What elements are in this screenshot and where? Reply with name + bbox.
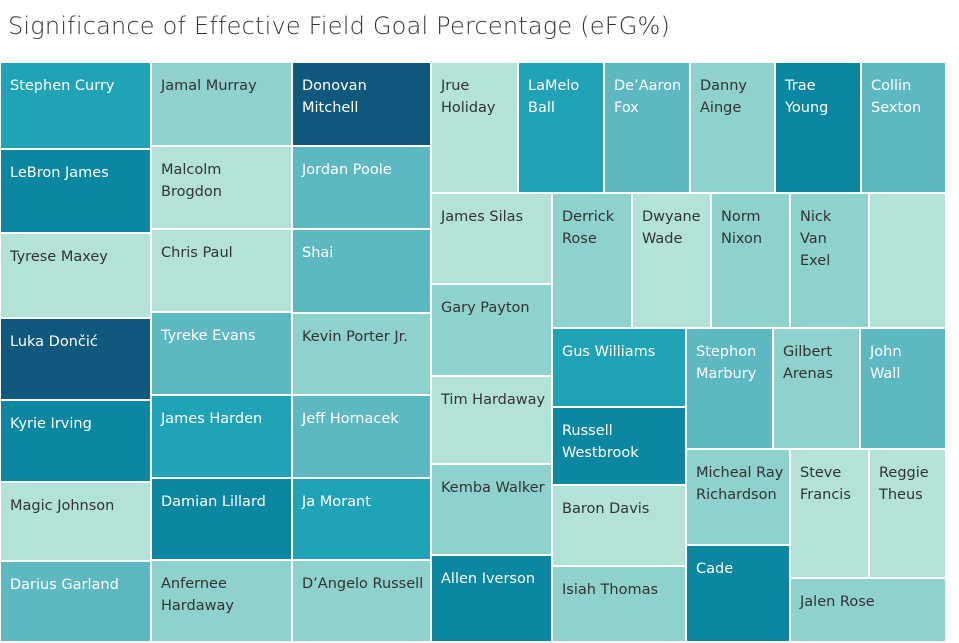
treemap-tile[interactable]: Jeff Hornacek — [292, 395, 431, 478]
treemap-tile-label: Nick Van Exel — [800, 209, 832, 269]
treemap-tile[interactable]: Cade — [686, 545, 790, 642]
treemap-tile[interactable]: Reggie Theus — [869, 449, 946, 578]
treemap-tile-label: Jeff Hornacek — [302, 411, 399, 427]
treemap-tile-label: Luka Dončić — [10, 334, 98, 350]
treemap-tile[interactable]: Darius Garland — [0, 561, 151, 642]
treemap-tile[interactable]: D’Angelo Russell — [292, 560, 431, 642]
treemap-tile[interactable]: Tim Hardaway — [431, 376, 552, 464]
treemap-tile[interactable]: Collin Sexton — [861, 62, 946, 193]
treemap-tile[interactable]: Chris Paul — [151, 229, 292, 312]
treemap-tile-label: Allen Iverson — [441, 571, 536, 587]
treemap-chart: Stephen Curry LeBron James Tyrese Maxey Luk… — [0, 62, 949, 642]
treemap-tile-label: John Wall — [870, 344, 902, 382]
treemap-tile-label: Isiah Thomas — [562, 582, 659, 598]
treemap-tile-label: Steve Francis — [800, 465, 851, 503]
treemap-tile-label: Tim Hardaway — [441, 392, 546, 408]
chart-title: Significance of Effective Field Goal Per… — [8, 12, 671, 40]
treemap-tile-label: Stephon Marbury — [696, 344, 757, 382]
treemap-tile-label: Kemba Walker — [441, 480, 545, 496]
treemap-tile[interactable]: Stephon Marbury — [686, 328, 773, 449]
treemap-tile-label: Kyrie Irving — [10, 416, 92, 432]
treemap-tile-label: Stephen Curry — [10, 78, 115, 94]
treemap-tile-label: Tyreke Evans — [161, 328, 256, 344]
treemap-tile-label: Darius Garland — [10, 577, 119, 593]
treemap-tile-label: Shai — [302, 245, 334, 261]
treemap-tile-label: Danny Ainge — [700, 78, 748, 116]
treemap-tile-label: Jalen Rose — [800, 594, 875, 610]
treemap-tile[interactable]: De’Aaron Fox — [604, 62, 690, 193]
treemap-tile[interactable]: Luka Dončić — [0, 318, 151, 400]
treemap-tile[interactable]: Kemba Walker — [431, 464, 552, 555]
treemap-tile[interactable]: Stephen Curry — [0, 62, 151, 149]
treemap-tile-label: Trae Young — [785, 78, 829, 116]
treemap-tile-label: Gus Williams — [562, 344, 656, 360]
treemap-tile-label: Norm Nixon — [721, 209, 763, 247]
treemap-tile[interactable]: Gilbert Arenas — [773, 328, 860, 449]
treemap-tile[interactable]: Allen Iverson — [431, 555, 552, 642]
treemap-tile-label: Jordan Poole — [302, 162, 392, 178]
treemap-tile[interactable]: Damian Lillard — [151, 478, 292, 560]
treemap-tile-label: Jamal Murray — [161, 78, 257, 94]
treemap-tile[interactable]: LaMelo Ball — [518, 62, 604, 193]
treemap-tile[interactable]: Dwyane Wade — [632, 193, 711, 328]
treemap-tile[interactable]: Jamal Murray — [151, 62, 292, 146]
treemap-tile-label: Derrick Rose — [562, 209, 615, 247]
treemap-tile[interactable]: Jalen Rose — [790, 578, 946, 642]
treemap-tile[interactable]: Jordan Poole — [292, 146, 431, 229]
treemap-tile-label: D’Angelo Russell — [302, 576, 424, 592]
treemap-tile[interactable]: Anfernee Hardaway — [151, 560, 292, 642]
treemap-tile-label: Anfernee Hardaway — [161, 576, 234, 614]
treemap-tile-label: Gilbert Arenas — [783, 344, 834, 382]
treemap-tile[interactable]: Micheal Ray Richardson — [686, 449, 790, 545]
treemap-tile-label: De’Aaron Fox — [614, 78, 682, 116]
treemap-tile[interactable]: James Silas — [431, 193, 552, 284]
treemap-tile[interactable]: Tyrese Maxey — [0, 233, 151, 318]
treemap-tile-label: Chris Paul — [161, 245, 233, 261]
treemap-tile-label: Malcolm Brogdon — [161, 162, 222, 200]
treemap-tile[interactable]: Gary Payton — [431, 284, 552, 376]
treemap-tile[interactable]: Shai — [292, 229, 431, 313]
treemap-tile[interactable]: Derrick Rose — [552, 193, 632, 328]
treemap-tile[interactable]: Tyreke Evans — [151, 312, 292, 395]
treemap-tile-label: Ja Morant — [302, 494, 371, 510]
treemap-tile-label: LeBron James — [10, 165, 109, 181]
treemap-tile-label: Micheal Ray Richardson — [696, 465, 784, 503]
treemap-tile[interactable]: Baron Davis — [552, 485, 686, 566]
treemap-tile-label: Reggie Theus — [879, 465, 929, 503]
treemap-tile-label: Baron Davis — [562, 501, 650, 517]
treemap-tile[interactable]: Isiah Thomas — [552, 566, 686, 642]
treemap-tile[interactable]: Nick Van Exel — [790, 193, 869, 328]
treemap-tile[interactable]: John Wall — [860, 328, 946, 449]
treemap-tile-label: LaMelo Ball — [528, 78, 580, 116]
treemap-tile[interactable]: James Harden — [151, 395, 292, 478]
treemap-tile[interactable]: Malcolm Brogdon — [151, 146, 292, 229]
treemap-tile[interactable]: Gus Williams — [552, 328, 686, 407]
treemap-tile[interactable]: Steve Francis — [790, 449, 869, 578]
treemap-tile[interactable]: Donovan Mitchell — [292, 62, 431, 146]
treemap-tile[interactable]: Jrue Holiday — [431, 62, 518, 193]
treemap-tile-label: Gary Payton — [441, 300, 530, 316]
treemap-tile[interactable]: Norm Nixon — [711, 193, 790, 328]
treemap-tile[interactable]: Magic Johnson — [0, 482, 151, 561]
treemap-tile[interactable]: Trae Young — [775, 62, 861, 193]
treemap-tile-label: Damian Lillard — [161, 494, 266, 510]
treemap-tile[interactable]: Russell Westbrook — [552, 407, 686, 485]
treemap-tile[interactable]: LeBron James — [0, 149, 151, 233]
treemap-tile-label: James Silas — [441, 209, 524, 225]
treemap-tile[interactable]: Kevin Porter Jr. — [292, 313, 431, 395]
treemap-tile-label: Cade — [696, 561, 734, 577]
treemap-tile-label: Collin Sexton — [871, 78, 922, 116]
treemap-tile-label: Magic Johnson — [10, 498, 115, 514]
treemap-tile-label: Donovan Mitchell — [302, 78, 367, 116]
treemap-tile[interactable]: Ja Morant — [292, 478, 431, 560]
treemap-tile[interactable]: Danny Ainge — [690, 62, 775, 193]
treemap-tile[interactable] — [869, 193, 946, 328]
treemap-tile-label: Kevin Porter Jr. — [302, 329, 408, 345]
treemap-tile-label: Dwyane Wade — [642, 209, 701, 247]
treemap-tile-label: Russell Westbrook — [562, 423, 639, 461]
treemap-tile-label: James Harden — [161, 411, 263, 427]
treemap-tile-label: Jrue Holiday — [441, 78, 496, 116]
treemap-tile[interactable]: Kyrie Irving — [0, 400, 151, 482]
treemap-tile-label: Tyrese Maxey — [10, 249, 108, 265]
